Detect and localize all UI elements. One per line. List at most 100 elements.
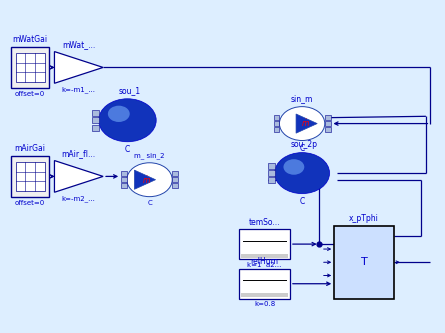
Text: sin_m: sin_m (291, 94, 313, 103)
FancyBboxPatch shape (16, 162, 44, 191)
Circle shape (286, 161, 319, 185)
FancyBboxPatch shape (172, 177, 178, 182)
FancyBboxPatch shape (267, 170, 275, 176)
FancyBboxPatch shape (11, 156, 49, 197)
Circle shape (298, 170, 306, 176)
Circle shape (290, 164, 315, 182)
Circle shape (283, 159, 321, 187)
Polygon shape (296, 114, 317, 133)
Text: sou_1: sou_1 (118, 87, 141, 96)
Circle shape (108, 106, 130, 122)
Text: k=-m1_...: k=-m1_... (62, 86, 96, 93)
Circle shape (99, 99, 156, 142)
FancyBboxPatch shape (16, 53, 44, 82)
FancyBboxPatch shape (267, 177, 275, 183)
FancyBboxPatch shape (267, 163, 275, 169)
FancyBboxPatch shape (325, 115, 331, 120)
Circle shape (284, 160, 320, 186)
FancyBboxPatch shape (92, 110, 99, 116)
Text: T: T (360, 257, 368, 267)
Text: C: C (147, 200, 152, 206)
Circle shape (280, 157, 324, 189)
FancyBboxPatch shape (121, 171, 127, 176)
FancyBboxPatch shape (239, 229, 290, 259)
Circle shape (276, 154, 328, 192)
FancyBboxPatch shape (325, 121, 331, 126)
FancyBboxPatch shape (172, 171, 178, 176)
Text: mWat_...: mWat_... (62, 40, 95, 49)
FancyBboxPatch shape (121, 177, 127, 182)
Circle shape (117, 113, 138, 128)
Circle shape (119, 114, 136, 127)
FancyBboxPatch shape (274, 115, 279, 120)
Polygon shape (54, 161, 103, 192)
Circle shape (112, 109, 143, 132)
Circle shape (101, 101, 153, 140)
Text: temSo...: temSo... (249, 217, 280, 226)
Polygon shape (54, 52, 103, 83)
Circle shape (107, 105, 148, 135)
Text: k=1  a2...: k=1 a2... (247, 262, 282, 268)
Circle shape (283, 159, 304, 175)
Circle shape (287, 162, 317, 184)
Text: offset=0: offset=0 (15, 200, 45, 206)
Circle shape (105, 103, 150, 138)
Circle shape (126, 119, 129, 121)
Circle shape (125, 118, 130, 123)
Circle shape (109, 106, 146, 134)
Circle shape (113, 110, 142, 131)
Circle shape (291, 165, 313, 181)
Circle shape (103, 102, 152, 139)
Circle shape (301, 172, 303, 174)
Text: $\dot{m}$: $\dot{m}$ (301, 118, 310, 130)
Circle shape (116, 112, 139, 129)
FancyBboxPatch shape (274, 121, 279, 126)
FancyBboxPatch shape (241, 293, 288, 297)
Circle shape (282, 158, 323, 188)
Circle shape (123, 117, 132, 124)
Circle shape (279, 107, 325, 141)
Text: mWatGai: mWatGai (12, 35, 48, 44)
Text: k=-m2_...: k=-m2_... (62, 195, 96, 202)
Text: C: C (299, 144, 305, 153)
Circle shape (121, 116, 133, 125)
Text: sou_2p: sou_2p (291, 140, 318, 149)
Text: C: C (299, 197, 305, 206)
Circle shape (297, 169, 307, 177)
Circle shape (99, 99, 156, 142)
Circle shape (100, 100, 155, 141)
Text: C: C (125, 145, 130, 154)
Circle shape (120, 115, 134, 126)
Circle shape (106, 104, 149, 137)
Circle shape (292, 166, 312, 180)
Text: offset=0: offset=0 (15, 91, 45, 97)
Text: x_pTphi: x_pTphi (349, 214, 379, 223)
Text: mAir_fl...: mAir_fl... (62, 149, 96, 158)
Circle shape (295, 168, 309, 178)
FancyBboxPatch shape (172, 183, 178, 188)
Circle shape (299, 171, 305, 175)
FancyBboxPatch shape (121, 183, 127, 188)
FancyBboxPatch shape (274, 127, 279, 132)
Circle shape (110, 107, 145, 133)
Circle shape (279, 156, 325, 190)
Circle shape (275, 153, 329, 193)
FancyBboxPatch shape (241, 254, 288, 258)
Text: $\dot{m}$: $\dot{m}$ (142, 174, 151, 185)
Text: k=0.8: k=0.8 (254, 301, 275, 307)
Circle shape (275, 153, 329, 193)
FancyBboxPatch shape (92, 117, 99, 123)
FancyBboxPatch shape (92, 125, 99, 131)
Polygon shape (134, 170, 156, 189)
Circle shape (288, 163, 316, 183)
Text: m_ sin_2: m_ sin_2 (134, 153, 165, 160)
Circle shape (294, 167, 310, 179)
FancyBboxPatch shape (334, 226, 394, 299)
Circle shape (127, 163, 172, 197)
FancyBboxPatch shape (239, 269, 290, 299)
Circle shape (114, 111, 140, 130)
Circle shape (277, 155, 327, 191)
FancyBboxPatch shape (11, 47, 49, 88)
Text: mAirGai: mAirGai (15, 144, 46, 153)
FancyBboxPatch shape (325, 127, 331, 132)
